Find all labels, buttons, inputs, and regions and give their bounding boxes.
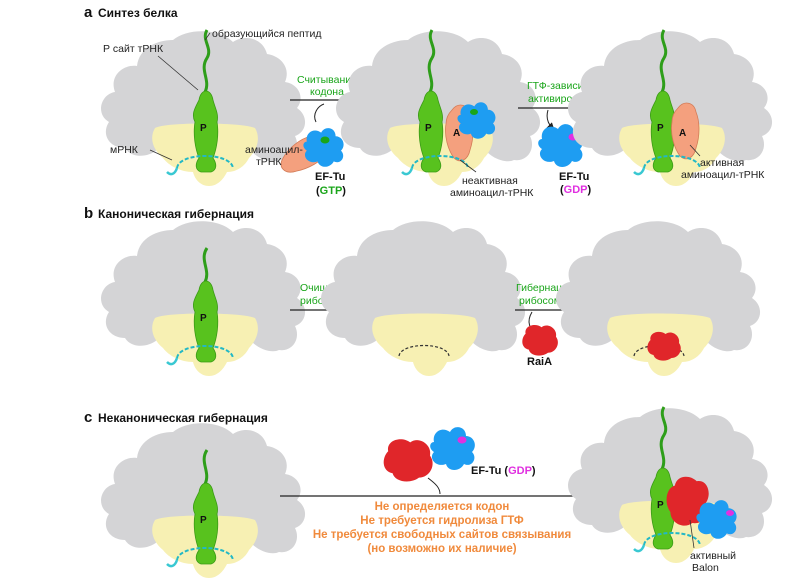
mrna-loop — [176, 155, 234, 169]
eftu-gdp-group: EF-Tu (GDP) — [471, 465, 536, 477]
mrna-loop — [176, 547, 234, 561]
mrna-strand — [633, 544, 646, 553]
gtp-site — [470, 109, 478, 115]
inactive-label-pointer — [459, 159, 477, 173]
panel-a-letter: a — [84, 4, 93, 21]
gdp-label-a: GDP — [564, 184, 588, 196]
small-subunit — [372, 313, 478, 376]
mrna-loop — [176, 345, 234, 359]
gdp-open-paren: ( — [501, 465, 508, 477]
a-site-letter: A — [679, 128, 686, 139]
p-site-letter: P — [657, 500, 664, 511]
gtp-site — [320, 136, 330, 144]
gtp-close-paren: ) — [342, 185, 346, 197]
peptide-label: образующийся пептид — [212, 28, 321, 40]
p-site-letter: P — [200, 123, 207, 134]
eftu-label-a1: EF-Tu — [315, 171, 345, 183]
gdp-close-paren: ) — [588, 184, 592, 196]
a-site-letter: A — [453, 128, 460, 139]
mrna-loop — [643, 155, 701, 169]
panel-c: c Неканоническая гибернация P EF-Tu (GDP… — [84, 406, 773, 578]
gtp-open-paren: ( — [316, 185, 320, 197]
ef-tu — [303, 128, 344, 167]
mrna-label-pointer — [149, 149, 173, 161]
active-balon-label: активный — [690, 550, 736, 562]
mrna-loop — [643, 532, 701, 546]
panel-b-letter: b — [84, 205, 93, 222]
raia-protein — [522, 324, 558, 356]
p-site-letter: P — [425, 123, 432, 134]
raia-label: RaiA — [527, 356, 552, 368]
nascent-peptide — [202, 29, 211, 93]
panel-c-letter: c — [84, 409, 92, 426]
aminoacyl-label-1: аминоацил- — [245, 144, 303, 156]
mrna-strand — [633, 167, 646, 176]
active-label-pointer — [689, 144, 701, 157]
mrna-strand — [166, 357, 179, 366]
step1-label-line2: кодона — [310, 86, 344, 98]
gdp-site — [457, 436, 467, 444]
gdp-group-a: (GDP) — [560, 184, 592, 196]
nascent-peptide — [659, 29, 668, 93]
condition-3: Не требуется свободных сайтов связывания — [313, 529, 571, 541]
nascent-peptide — [202, 247, 209, 283]
p-site-letter: P — [657, 123, 664, 134]
aminoacyl-label-2: тРНК — [256, 156, 282, 168]
gtp-label: GTP — [320, 185, 343, 197]
mrna-label: мРНК — [110, 144, 139, 156]
eftu-label-a2: EF-Tu — [559, 171, 589, 183]
active-label-1: активная — [700, 157, 744, 169]
gdp-close-paren: ) — [532, 465, 536, 477]
ternary-complex — [274, 126, 344, 180]
condition-2: Не требуется гидролиза ГТФ — [360, 515, 524, 527]
panel-a-title: Синтез белка — [98, 6, 178, 20]
gdp-open-paren: ( — [560, 184, 564, 196]
condition-4: (но возможно их наличие) — [367, 543, 516, 555]
p-site-letter: P — [200, 515, 207, 526]
balon-label: Balon — [692, 562, 719, 574]
inactive-label-1: неактивная — [462, 175, 518, 187]
p-site-label-pointer — [157, 55, 199, 91]
peptide-label-pointer — [204, 32, 211, 41]
ef-tu-gdp — [430, 427, 475, 470]
inactive-label-2: аминоацил-тРНК — [450, 187, 534, 199]
incoming-curve — [314, 103, 325, 123]
p-site-letter: P — [200, 313, 207, 324]
mrna-loop — [411, 155, 469, 169]
panel-a: a Синтез белка P образующийся пептид Р с… — [84, 4, 773, 199]
condition-1: Не определяется кодон — [375, 501, 510, 513]
gdp-site — [726, 510, 734, 516]
panel-c-title: Неканоническая гибернация — [98, 411, 268, 425]
panel-b-title: Каноническая гибернация — [98, 207, 254, 221]
ribosome-translating-2: P A — [336, 29, 541, 186]
binding-curve — [427, 477, 441, 495]
eftu-label-c: EF-Tu — [471, 465, 501, 477]
ribosome-balon-bound: P — [568, 406, 773, 563]
gtp-group: (GTP) — [316, 185, 346, 197]
step1-label-line1: Считывание — [297, 74, 357, 86]
ribosome-empty — [321, 221, 526, 376]
p-site-label: Р сайт тРНК — [103, 43, 164, 55]
balon-protein — [383, 439, 433, 482]
nascent-peptide — [427, 29, 436, 93]
nascent-peptide — [659, 406, 668, 470]
gdp-label-c: GDP — [508, 465, 532, 477]
mrna-strand — [166, 559, 179, 568]
ribosome-noncanonical-1: P — [101, 423, 306, 578]
active-label-2: аминоацил-тРНК — [681, 169, 765, 181]
nascent-peptide — [202, 449, 209, 485]
ribosome-hibernating — [556, 221, 761, 376]
ribosome-translating-3: P A — [568, 29, 773, 186]
mrna-strand — [166, 167, 179, 176]
ribosome-translating-1: P — [101, 29, 306, 186]
panel-b: b Каноническая гибернация P Очищение риб… — [84, 205, 761, 376]
active-balon-pointer — [689, 519, 695, 549]
ribosome-canonical-1: P — [101, 221, 306, 376]
mrna-strand — [401, 167, 414, 176]
